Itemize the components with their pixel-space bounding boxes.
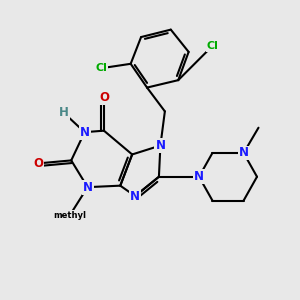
Text: Cl: Cl [206,41,218,51]
Text: Cl: Cl [95,63,107,73]
Text: N: N [194,170,204,183]
Text: Cl: Cl [206,41,218,51]
Text: O: O [34,157,44,170]
Text: Cl: Cl [95,63,107,73]
Text: N: N [80,126,90,139]
Text: N: N [130,190,140,202]
Text: N: N [80,126,90,139]
Text: N: N [82,181,93,194]
Text: N: N [155,139,165,152]
Text: methyl: methyl [53,211,86,220]
Text: N: N [238,146,249,160]
Text: N: N [82,181,93,194]
Text: N: N [194,170,204,183]
Text: O: O [99,92,109,104]
Text: O: O [34,157,44,170]
Text: H: H [59,106,69,119]
Text: N: N [130,190,140,202]
Text: H: H [59,106,69,119]
Text: N: N [238,146,249,160]
Text: O: O [99,92,109,104]
Text: N: N [155,139,165,152]
